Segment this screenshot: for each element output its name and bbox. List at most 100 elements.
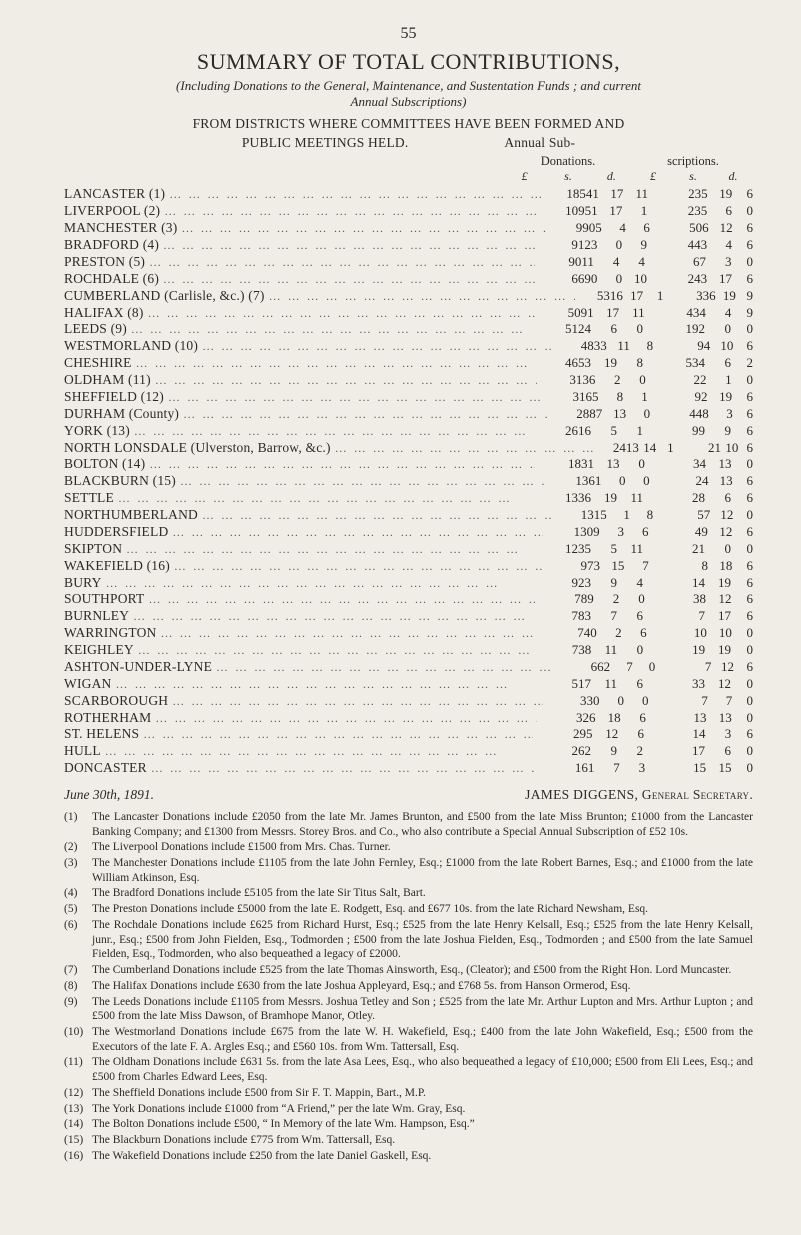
table-row: WARRINGTON7402610100 [64,625,753,642]
footnote-number: (4) [64,886,92,901]
donations-pence: 1 [643,288,663,304]
leader-dots [106,576,531,591]
footnote-text: The York Donations include £1000 from “A… [92,1102,753,1117]
subs-pounds: 7 [666,693,707,709]
leader-dots [269,289,576,304]
donations-shillings: 2 [595,372,620,388]
district-name: ROCHDALE (6) [64,271,159,288]
donations-pence: 9 [622,237,647,253]
district-name: KEIGHLEY [64,642,134,659]
leader-dots [174,559,544,574]
subs-pounds: 243 [665,271,707,287]
subs-pence: 2 [731,355,753,371]
footnote-text: The Manchester Donations include £1105 f… [92,856,753,885]
donations-pence: 6 [626,220,650,236]
footnote: (3)The Manchester Donations include £110… [64,856,753,885]
footnote-text: The Westmorland Donations include £675 f… [92,1025,753,1054]
subs-shillings: 3 [706,254,731,270]
subs-shillings: 1 [706,372,731,388]
footnote: (16)The Wakefield Donations include £250… [64,1149,753,1164]
subs-shillings: 18 [708,558,732,574]
leader-dots [155,373,537,388]
lsd-l: £ [633,169,673,184]
leader-dots [202,339,553,354]
district-name: BURY [64,575,102,592]
district-name: WAKEFIELD (16) [64,558,170,575]
subs-pence: 0 [731,254,753,270]
donations-shillings: 15 [600,558,624,574]
leader-dots [155,711,537,726]
leader-dots [168,390,541,405]
subs-pounds: 15 [663,760,706,776]
donations-pounds: 1336 [535,490,591,506]
donations-shillings: 5 [591,423,617,439]
district-name: SOUTHPORT [64,591,145,608]
footnote-number: (3) [64,856,92,885]
district-name: OLDHAM (11) [64,372,151,389]
donations-pence: 8 [617,355,643,371]
subs-shillings: 19 [707,389,732,405]
footnote: (6)The Rochdale Donations include £625 f… [64,918,753,962]
table-row: OLDHAM (11)3136202210 [64,372,753,389]
subs-pounds: 13 [664,710,707,726]
donations-pounds: 5124 [535,321,591,337]
block-heading-1: FROM DISTRICTS WHERE COMMITTEES HAVE BEE… [64,116,753,133]
subs-pounds: 94 [671,338,710,354]
subs-pounds: 21 [692,440,721,456]
subs-pence: 6 [732,558,753,574]
subs-pounds: 235 [666,186,708,202]
subs-pounds: 336 [681,288,715,304]
donations-shillings: 19 [591,490,617,506]
table-row: BOLTON (14)183113034130 [64,456,753,473]
subs-pence: 6 [732,271,753,287]
donations-pence: 11 [619,305,645,321]
donations-shillings: 5 [591,541,617,557]
donations-shillings: 11 [591,676,617,692]
donations-pounds: 295 [537,726,592,742]
table-row: WIGAN51711633120 [64,676,753,693]
subtitle-line-1: (Including Donations to the General, Mai… [64,78,753,94]
donations-pounds: 5091 [539,305,594,321]
footnote-number: (13) [64,1102,92,1117]
footnote-number: (2) [64,840,92,855]
leader-dots [183,407,546,422]
subs-pence: 6 [733,220,753,236]
subs-pence: 6 [731,591,753,607]
district-name: HULL [64,743,101,760]
donations-pence: 8 [630,338,653,354]
donations-shillings: 13 [602,406,626,422]
donations-pence: 4 [619,254,644,270]
district-name: CHESHIRE [64,355,132,372]
table-row: CHESHIRE465319853462 [64,355,753,372]
donations-pence: 6 [622,625,647,641]
donations-pounds: 1831 [539,456,594,472]
donations-pounds: 10951 [544,203,597,219]
donations-pence: 11 [623,186,648,202]
subs-pence: 0 [732,203,753,219]
table-row: HUDDERSFIELD13093649126 [64,524,753,541]
secretary-label: JAMES DIGGENS, General Secretary. [525,787,753,804]
subs-pounds: 19 [661,642,705,658]
leader-dots [131,322,531,337]
district-name: HALIFAX (8) [64,305,144,322]
donations-shillings: 0 [601,473,625,489]
district-name: BRADFORD (4) [64,237,159,254]
subs-shillings: 10 [707,625,732,641]
subs-pounds: 92 [666,389,708,405]
donations-pounds: 783 [535,608,591,624]
footnote-text: The Rochdale Donations include £625 from… [92,918,753,962]
footnote: (5)The Preston Donations include £5000 f… [64,902,753,917]
donations-pounds: 330 [547,693,600,709]
donations-pence: 8 [630,507,653,523]
leader-dots [163,238,540,253]
footnote-text: The Blackburn Donations include £775 fro… [92,1133,753,1148]
subs-pence: 6 [733,338,753,354]
subs-pounds: 434 [663,305,706,321]
subs-pence: 6 [733,473,753,489]
district-name: LEEDS (9) [64,321,127,338]
donations-shillings: 7 [594,760,619,776]
donations-pence: 3 [620,760,645,776]
leader-dots [181,221,546,236]
footnote-text: The Sheffield Donations include £500 fro… [92,1086,753,1101]
donations-shillings: 0 [600,693,624,709]
